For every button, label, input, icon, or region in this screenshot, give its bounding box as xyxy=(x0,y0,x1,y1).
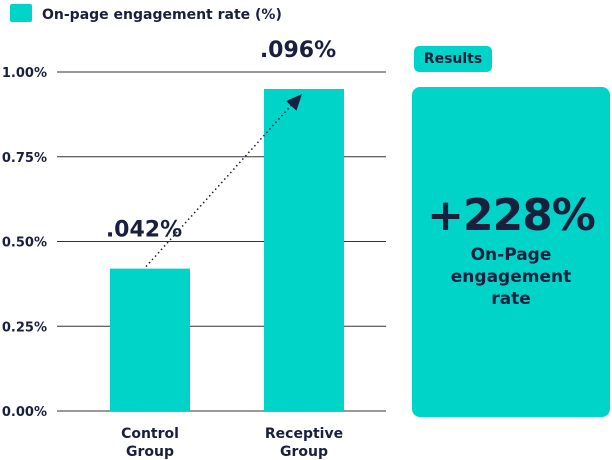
arrow-line xyxy=(145,99,297,268)
comparison-arrow xyxy=(145,94,302,268)
bar xyxy=(264,88,344,411)
results-caption: On-Page engagement rate xyxy=(450,244,572,310)
y-tick-label: 0.00% xyxy=(2,405,47,420)
y-tick-label: 0.75% xyxy=(2,151,47,166)
x-tick-label: Group xyxy=(126,444,174,460)
bar xyxy=(110,268,190,411)
y-tick-label: 0.25% xyxy=(2,320,47,335)
y-tick-label: 1.00% xyxy=(2,66,47,81)
legend-swatch xyxy=(10,4,32,22)
engagement-bar-chart: On-page engagement rate (%) 0.00%0.25%0.… xyxy=(2,4,386,460)
x-axis-labels: Control Group Receptive Group xyxy=(121,426,343,460)
legend: On-page engagement rate (%) xyxy=(10,4,282,23)
results-badge: Results xyxy=(414,46,492,72)
x-tick-label: Receptive xyxy=(265,426,343,442)
x-tick-label: Control xyxy=(121,426,179,442)
y-tick-label: 0.50% xyxy=(2,236,47,251)
value-labels: .042% .096% xyxy=(106,38,336,243)
results-card: +228% On-Page engagement rate xyxy=(412,87,610,417)
bars xyxy=(110,88,344,411)
results-headline: +228% xyxy=(427,189,596,241)
value-label: .096% xyxy=(260,38,336,63)
value-label: .042% xyxy=(106,218,182,243)
arrow-head xyxy=(286,94,302,111)
y-axis-ticks: 0.00% 0.25% 0.50% 0.75% 1.00% xyxy=(2,66,47,420)
legend-label: On-page engagement rate (%) xyxy=(42,7,282,23)
x-tick-label: Group xyxy=(280,444,328,460)
